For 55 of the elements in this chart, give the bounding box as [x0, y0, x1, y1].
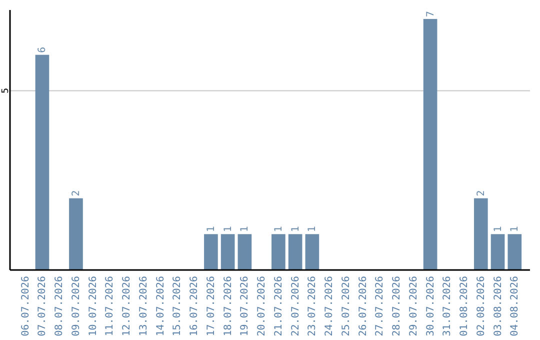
- y-tick-label: 5: [1, 88, 11, 94]
- x-tick-label: 14.07.2026: [155, 276, 166, 336]
- bar: [508, 234, 522, 270]
- x-tick-label: 21.07.2026: [273, 276, 284, 336]
- bar: [305, 234, 320, 270]
- x-tick-label: 31.07.2026: [442, 276, 454, 336]
- data-label: 6: [37, 46, 48, 53]
- data-label: 1: [240, 226, 251, 232]
- x-tick-label: 01.08.2026: [459, 276, 470, 336]
- x-tick-label: 12.07.2026: [122, 276, 133, 336]
- bar: [490, 234, 505, 270]
- x-tick-label: 18.07.2026: [222, 276, 234, 336]
- x-tick-label: 08.07.2026: [54, 276, 66, 336]
- data-label: 1: [307, 226, 318, 232]
- x-tick-label: 20.07.2026: [256, 276, 268, 336]
- data-label: 1: [492, 226, 504, 232]
- x-tick-label: 16.07.2026: [189, 276, 200, 336]
- data-label: 1: [222, 226, 234, 232]
- data-label: 2: [70, 190, 82, 196]
- bar: [220, 234, 235, 270]
- bar: [474, 198, 488, 270]
- x-tick-label: 29.07.2026: [408, 276, 420, 336]
- data-label: 1: [290, 226, 302, 232]
- x-tick-label: 13.07.2026: [138, 276, 150, 336]
- bar: [238, 234, 252, 270]
- x-tick-label: 27.07.2026: [374, 276, 386, 336]
- x-tick-label: 07.07.2026: [37, 276, 48, 336]
- data-label: 1: [510, 226, 521, 232]
- x-tick-label: 24.07.2026: [324, 276, 336, 336]
- x-tick-label: 25.07.2026: [340, 276, 352, 336]
- data-label: 7: [425, 10, 436, 17]
- bar: [35, 54, 50, 270]
- data-label: 1: [273, 226, 284, 232]
- bar: [204, 234, 218, 270]
- x-tick-label: 11.07.2026: [104, 276, 116, 336]
- x-tick-label: 15.07.2026: [172, 276, 184, 336]
- data-label: 1: [206, 226, 217, 232]
- x-tick-label: 30.07.2026: [425, 276, 436, 336]
- bar: [272, 234, 286, 270]
- x-tick-label: 02.08.2026: [476, 276, 487, 336]
- x-tick-label: 22.07.2026: [290, 276, 302, 336]
- bar: [69, 198, 83, 270]
- x-tick-label: 09.07.2026: [70, 276, 82, 336]
- x-tick-label: 19.07.2026: [240, 276, 251, 336]
- bar: [423, 18, 438, 270]
- x-tick-label: 23.07.2026: [307, 276, 318, 336]
- x-tick-label: 10.07.2026: [88, 276, 99, 336]
- x-tick-label: 06.07.2026: [20, 276, 32, 336]
- x-tick-label: 17.07.2026: [206, 276, 217, 336]
- x-tick-label: 03.08.2026: [492, 276, 504, 336]
- x-tick-label: 26.07.2026: [358, 276, 369, 336]
- x-tick-label: 28.07.2026: [392, 276, 403, 336]
- bar: [288, 234, 302, 270]
- data-label: 2: [476, 190, 487, 196]
- x-tick-label: 04.08.2026: [510, 276, 521, 336]
